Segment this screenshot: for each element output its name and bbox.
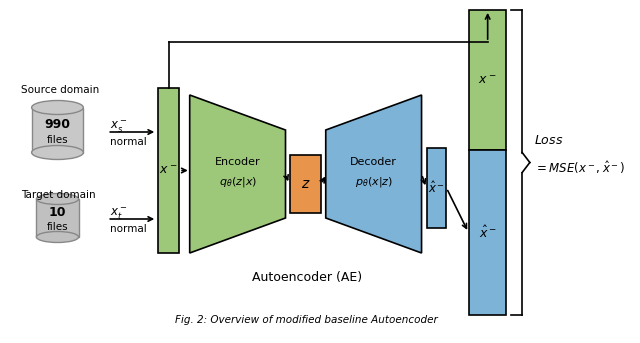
Text: $x_t^-$: $x_t^-$: [110, 206, 127, 222]
Text: Autoencoder (AE): Autoencoder (AE): [252, 272, 362, 284]
Text: Decoder: Decoder: [350, 157, 397, 167]
Text: Encoder: Encoder: [215, 157, 260, 167]
Text: Fig. 2: Overview of modified baseline Autoencoder: Fig. 2: Overview of modified baseline Au…: [175, 315, 438, 325]
Text: $p_\theta(x|z)$: $p_\theta(x|z)$: [355, 175, 393, 189]
Ellipse shape: [31, 145, 83, 159]
Text: Target domain: Target domain: [21, 190, 96, 200]
Text: $z$: $z$: [301, 177, 310, 191]
Text: $x^-$: $x^-$: [159, 164, 178, 177]
Text: $= MSE(x^-, \hat{x}^-)$: $= MSE(x^-, \hat{x}^-)$: [534, 159, 625, 176]
Text: files: files: [47, 135, 68, 145]
Bar: [36, 199, 79, 237]
Bar: [291, 155, 321, 213]
Ellipse shape: [36, 193, 79, 204]
Text: 10: 10: [49, 206, 66, 220]
Bar: [158, 88, 179, 253]
Text: Source domain: Source domain: [21, 85, 99, 95]
Text: $x^-$: $x^-$: [479, 73, 497, 86]
Bar: [470, 150, 506, 315]
Text: normal: normal: [110, 137, 147, 147]
Text: $q_\theta(z|x)$: $q_\theta(z|x)$: [219, 175, 257, 189]
Text: $\mathit{Loss}$: $\mathit{Loss}$: [534, 134, 563, 147]
Text: $\hat{x}^-$: $\hat{x}^-$: [479, 224, 497, 240]
Text: normal: normal: [110, 224, 147, 234]
Polygon shape: [326, 95, 422, 253]
Bar: [470, 10, 506, 150]
Text: files: files: [47, 222, 68, 232]
Bar: [31, 107, 83, 153]
Ellipse shape: [31, 100, 83, 115]
Bar: [428, 148, 447, 228]
Text: 990: 990: [45, 118, 70, 130]
Text: $x_s^-$: $x_s^-$: [110, 119, 127, 135]
Ellipse shape: [36, 232, 79, 243]
Polygon shape: [189, 95, 285, 253]
Text: $\hat{x}^-$: $\hat{x}^-$: [428, 180, 445, 196]
